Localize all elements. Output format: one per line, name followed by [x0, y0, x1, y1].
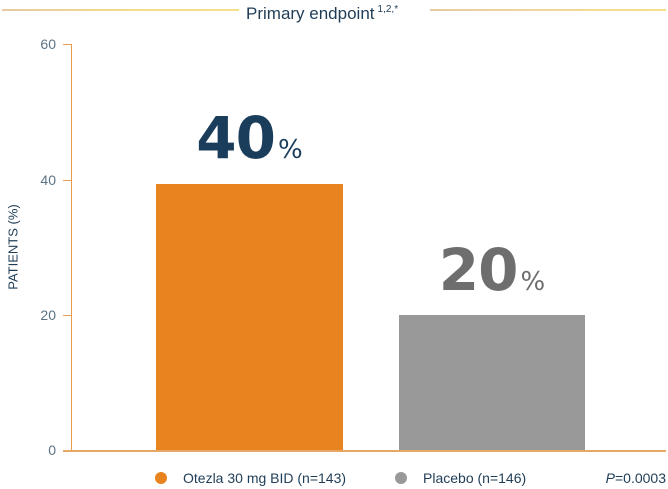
y-tick-label-0: 0 [48, 442, 56, 458]
legend-dot-icon [155, 472, 167, 484]
bar-value-otezla: 40% [156, 104, 343, 172]
chart-title-text: Primary endpoint [246, 4, 375, 23]
y-tick-label-60: 60 [40, 36, 56, 52]
title-divider-left [2, 9, 239, 11]
y-tick-40 [63, 180, 71, 181]
y-tick-label-40: 40 [40, 172, 56, 188]
x-axis-line [63, 450, 666, 452]
legend-label: Otezla 30 mg BID (n=143) [183, 470, 347, 486]
chart-title: Primary endpoint 1,2,* [246, 0, 399, 23]
bar-otezla [156, 184, 343, 450]
y-tick-60 [63, 44, 71, 45]
bar-value-percent-sign: % [278, 135, 303, 165]
p-value-symbol: P [605, 470, 615, 486]
y-tick-20 [63, 315, 71, 316]
bar-value-placebo: 20% [399, 236, 585, 304]
y-axis-line [71, 44, 72, 451]
y-tick-label-20: 20 [40, 307, 56, 323]
legend-item-placebo: Placebo (n=146) [395, 470, 526, 486]
legend-item-otezla: Otezla 30 mg BID (n=143) [155, 470, 346, 486]
bar-placebo [399, 315, 585, 450]
bar-value-number: 40 [196, 104, 276, 172]
title-divider-right [430, 9, 666, 11]
bar-value-number: 20 [438, 236, 519, 304]
y-axis-title: PATIENTS (%) [5, 204, 21, 290]
p-value-number: =0.0003 [615, 470, 666, 486]
title-footnote-refs: 1,2,* [377, 4, 399, 15]
legend-label: Placebo (n=146) [423, 470, 527, 486]
p-value-annotation: P=0.0003 [606, 468, 666, 488]
legend-dot-icon [395, 472, 408, 484]
chart-legend: Otezla 30 mg BID (n=143) Placebo (n=146) [155, 468, 526, 488]
bar-value-percent-sign: % [520, 267, 546, 297]
